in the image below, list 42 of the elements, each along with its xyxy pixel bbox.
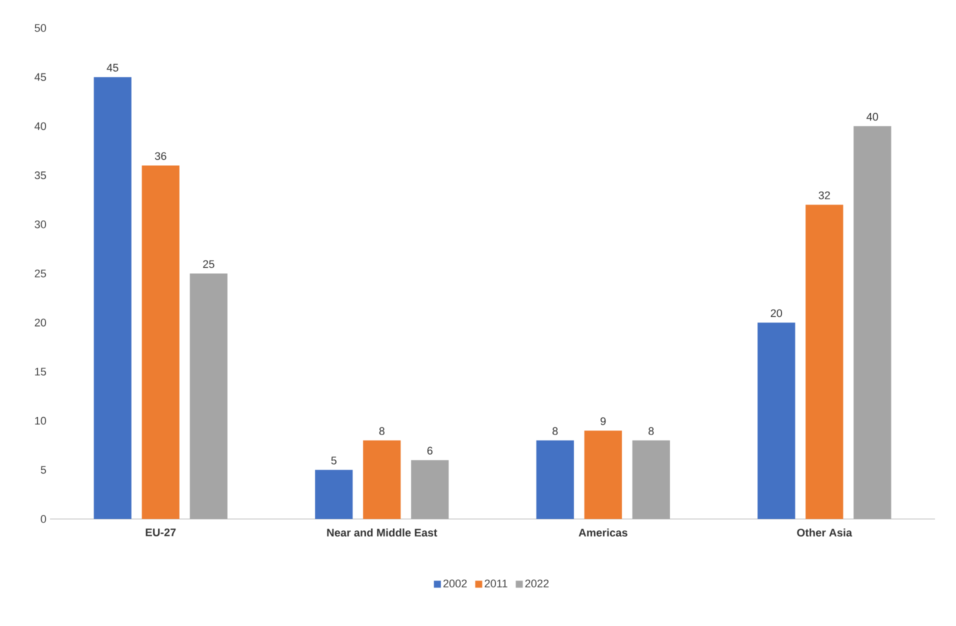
x-tick-label: EU-27 (146, 528, 176, 536)
data-label: 40 (866, 112, 878, 121)
y-tick-label: 15 (35, 368, 46, 376)
bar (411, 460, 449, 519)
legend-label: 2002 (443, 580, 467, 588)
y-tick-label: 45 (34, 73, 46, 81)
x-tick-label: Other Asia (797, 528, 852, 537)
bar (363, 440, 401, 519)
data-label: 20 (770, 309, 782, 318)
y-tick-label: 30 (34, 220, 46, 228)
bar (584, 430, 622, 519)
y-tick-label: 40 (34, 122, 46, 130)
data-label: 6 (427, 446, 432, 455)
legend-label: 2022 (525, 580, 549, 588)
data-label: 25 (203, 260, 214, 268)
bar (315, 470, 353, 519)
bar (632, 440, 670, 519)
data-label: 8 (552, 427, 558, 435)
bar (190, 273, 228, 519)
data-label: 9 (600, 417, 606, 426)
data-label: 8 (379, 427, 384, 435)
data-label: 32 (818, 191, 830, 200)
data-label: 45 (106, 64, 118, 72)
y-tick-label: 50 (34, 24, 46, 32)
data-label: 36 (154, 152, 166, 160)
legend-label: 2011 (484, 580, 508, 588)
y-tick-label: 5 (40, 466, 46, 474)
bar (758, 322, 796, 519)
y-tick-label: 20 (34, 318, 46, 326)
y-tick-label: 0 (40, 515, 46, 523)
bar (94, 77, 132, 519)
data-label: 8 (648, 427, 654, 435)
y-tick-label: 10 (35, 416, 46, 425)
bar (536, 440, 574, 519)
bar (854, 126, 892, 519)
x-tick-label: Americas (578, 528, 628, 537)
y-tick-label: 35 (34, 171, 46, 180)
y-tick-label: 25 (34, 270, 46, 278)
data-label: 5 (331, 456, 336, 464)
bar (142, 165, 180, 519)
bar (806, 204, 844, 519)
x-tick-label: Near and Middle East (327, 528, 438, 537)
